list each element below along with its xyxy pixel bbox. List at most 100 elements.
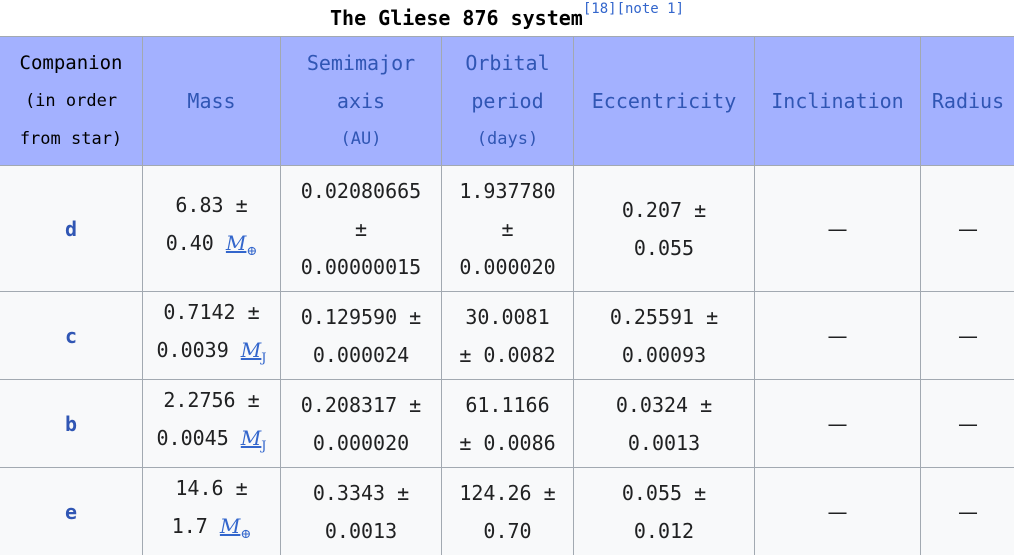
ecc-uncertainty: 0.012 [633,518,695,543]
radius-cell: — [920,291,1014,380]
table-row: d 6.83 ± 0.40 M⊕ 0.02080665 ± 0.00000015… [0,165,1014,292]
ecc-value: 0.25591 ± [609,304,719,329]
header-semimajor-link-1[interactable]: Semimajor [306,51,416,75]
axis-uncertainty: 0.000024 [312,342,410,367]
companion-link-d[interactable]: d [64,216,78,241]
header-orbital-period: Orbital period (days) [441,36,574,166]
mass-uncertainty: 0.0045 [156,426,229,450]
table-caption: The Gliese 876 system[18][note 1] [0,0,1014,36]
axis-value: 0.129590 ± [300,304,422,329]
companion-link-c[interactable]: c [64,323,78,348]
orbital-period-cell: 61.1166 ± 0.0086 [441,379,574,468]
ecc-uncertainty: 0.00093 [621,342,707,367]
orbital-period-cell: 30.0081 ± 0.0082 [441,291,574,380]
axis-uncertainty: 0.000020 [312,430,410,455]
mass-cell: 0.7142 ± 0.0039 MJ [142,291,281,380]
period-uncertainty: 0.70 [483,518,532,543]
mass-value: 14.6 ± [175,476,248,500]
orbital-period-cell: 1.937780 ± 0.000020 [441,165,574,292]
mass-cell: 14.6 ± 1.7 M⊕ [142,467,281,555]
semimajor-axis-cell: 0.3343 ± 0.0013 [280,467,442,555]
mass-uncertainty: 0.40 [165,231,214,255]
ecc-value: 0.207 ± [621,197,707,222]
ecc-uncertainty: 0.0013 [627,430,701,455]
axis-value: 0.208317 ± [300,392,422,417]
companion-cell: e [0,467,143,555]
radius-cell: — [920,165,1014,292]
ecc-uncertainty: 0.055 [633,235,695,260]
earth-mass-unit-link[interactable]: M⊕ [219,514,252,542]
reference-link-18[interactable]: [18] [582,1,617,17]
header-semimajor-axis: Semimajor axis (AU) [280,36,442,166]
mass-uncertainty: 1.7 [171,514,208,538]
mass-cell: 2.2756 ± 0.0045 MJ [142,379,281,468]
header-radius-link[interactable]: Radius [931,89,1005,113]
table-row: e 14.6 ± 1.7 M⊕ 0.3343 ± 0.0013 124.26 ±… [0,467,1014,555]
period-pm: ± [501,216,514,241]
inclination-cell: — [754,291,921,380]
mass-value: 0.7142 ± [163,300,260,324]
eccentricity-cell: 0.207 ± 0.055 [573,165,755,292]
header-companion: Companion (in order from star) [0,36,143,166]
inclination-cell: — [754,379,921,468]
header-inclination-link[interactable]: Inclination [771,89,904,113]
axis-uncertainty: 0.0013 [324,518,398,543]
period-value: 30.0081 [465,304,550,329]
companion-link-b[interactable]: b [64,411,78,436]
header-eccentricity-link[interactable]: Eccentricity [591,89,737,113]
table-row: c 0.7142 ± 0.0039 MJ 0.129590 ± 0.000024… [0,291,1014,380]
jupiter-mass-unit-link[interactable]: MJ [240,426,267,454]
header-mass-link[interactable]: Mass [187,89,236,113]
header-companion-line2: (in order [24,91,118,111]
reference-link-note-1[interactable]: [note 1] [616,1,685,17]
eccentricity-cell: 0.055 ± 0.012 [573,467,755,555]
mass-value: 2.2756 ± [163,388,260,412]
period-uncertainty: 0.000020 [459,254,556,279]
mass-value: 6.83 ± [175,193,248,217]
axis-value: 0.3343 ± [312,480,410,505]
header-semimajor-unit-link[interactable]: AU [350,129,372,149]
ecc-value: 0.0324 ± [615,392,713,417]
semimajor-axis-cell: 0.129590 ± 0.000024 [280,291,442,380]
axis-pm: ± [354,216,368,241]
caption-title: The Gliese 876 system [329,6,583,30]
ecc-value: 0.055 ± [621,480,707,505]
period-value: 61.1166 [465,392,550,417]
jupiter-mass-unit-link[interactable]: MJ [240,338,267,366]
period-uncertainty: ± 0.0086 [459,430,556,455]
period-value: 1.937780 [459,178,556,203]
header-inclination: Inclination [754,36,921,166]
header-semimajor-link-2[interactable]: axis [336,89,386,113]
companion-link-e[interactable]: e [64,499,78,524]
header-companion-line1: Companion [19,52,123,74]
radius-cell: — [920,379,1014,468]
companion-cell: d [0,165,143,292]
mass-cell: 6.83 ± 0.40 M⊕ [142,165,281,292]
table-row: b 2.2756 ± 0.0045 MJ 0.208317 ± 0.000020… [0,379,1014,468]
header-period-link-2[interactable]: period [471,89,544,113]
gliese-876-system-table: Companion (in order from star) Mass Semi… [0,36,1014,555]
period-uncertainty: ± 0.0082 [459,342,556,367]
eccentricity-cell: 0.0324 ± 0.0013 [573,379,755,468]
inclination-cell: — [754,467,921,555]
companion-cell: b [0,379,143,468]
header-period-unit-link[interactable]: days [487,129,528,149]
inclination-cell: — [754,165,921,292]
period-value: 124.26 ± [459,480,556,505]
semimajor-axis-cell: 0.208317 ± 0.000020 [280,379,442,468]
header-radius: Radius [920,36,1014,166]
eccentricity-cell: 0.25591 ± 0.00093 [573,291,755,380]
caption-refs: [18][note 1] [583,1,684,17]
companion-cell: c [0,291,143,380]
header-eccentricity: Eccentricity [573,36,755,166]
axis-value: 0.02080665 [300,178,422,203]
orbital-period-cell: 124.26 ± 0.70 [441,467,574,555]
axis-uncertainty: 0.00000015 [300,254,422,279]
header-period-link-1[interactable]: Orbital [465,51,550,75]
radius-cell: — [920,467,1014,555]
header-row: Companion (in order from star) Mass Semi… [0,36,1014,166]
header-companion-line3: from star) [19,129,123,149]
earth-mass-unit-link[interactable]: M⊕ [225,231,258,259]
mass-uncertainty: 0.0039 [156,338,229,362]
header-mass: Mass [142,36,281,166]
